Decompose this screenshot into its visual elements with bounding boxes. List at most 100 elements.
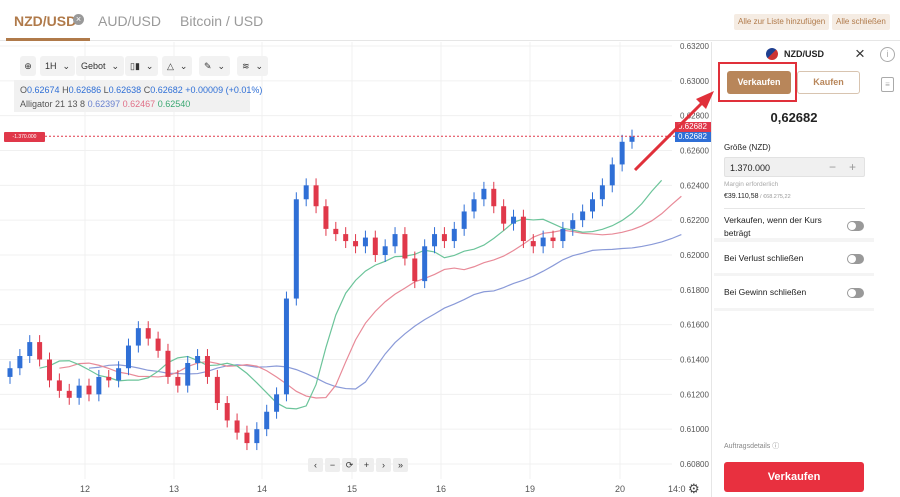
candle — [264, 411, 270, 430]
stop-loss-toggle[interactable] — [847, 254, 864, 264]
scroll-to-end-button[interactable]: » — [393, 458, 408, 472]
tab-nzd-usd[interactable]: NZD/USD — [14, 13, 77, 29]
candle — [560, 228, 566, 242]
limit-order-label: Verkaufen, wenn der Kurs beträgt — [724, 215, 822, 238]
news-icon[interactable]: ≡ — [881, 77, 894, 92]
candle — [56, 380, 62, 391]
x-tick-label: 13 — [169, 484, 179, 494]
panel-symbol: NZD/USD — [784, 49, 824, 59]
candle — [165, 350, 171, 377]
high-value: 0.62686 — [68, 85, 102, 95]
x-tick-label: 20 — [615, 484, 625, 494]
position-line-label[interactable]: -1.370.000 — [4, 132, 45, 142]
candle — [540, 237, 546, 247]
candle — [422, 246, 428, 282]
price-chart[interactable]: 0.63200 0.63000 0.62800 0.62600 0.62400 0.622… — [0, 42, 712, 497]
y-tick-label: 0.61000 — [680, 425, 709, 434]
y-tick-label: 0.62800 — [680, 112, 709, 121]
candle — [501, 206, 507, 224]
zoom-in-button[interactable]: + — [359, 458, 374, 472]
candle — [402, 234, 408, 259]
chart-canvas[interactable]: 0.63200 0.63000 0.62800 0.62600 0.62400 0.622… — [0, 42, 712, 497]
drawing-shapes-select[interactable]: △ ⌄ — [162, 56, 193, 76]
candle — [619, 141, 625, 165]
margin-value: €39.110,58 — [724, 193, 759, 200]
take-profit-toggle[interactable] — [847, 288, 864, 298]
take-profit-label: Bei Gewinn schließen — [724, 287, 807, 297]
candle — [244, 432, 250, 444]
chevron-down-icon: ⌄ — [111, 60, 120, 71]
highlight-box — [718, 62, 797, 102]
candle — [580, 211, 586, 221]
pencil-tool-select[interactable]: ✎ ⌄ — [199, 56, 231, 76]
chart-type-select[interactable]: ▯▮ ⌄ — [125, 56, 159, 76]
candle — [224, 403, 230, 421]
candle — [313, 185, 319, 207]
x-tick-label: 15 — [347, 484, 357, 494]
take-profit-section: Bei Gewinn schließen — [714, 276, 874, 308]
margin-total: / €68.275,22 — [758, 194, 791, 200]
order-details-link[interactable]: Auftragsdetails ⓘ — [724, 441, 779, 451]
tab-bitcoin-usd[interactable]: Bitcoin / USD — [180, 13, 264, 29]
current-price: 0,62682 — [770, 110, 818, 125]
chart-settings-gear-icon[interactable]: ⚙ — [688, 481, 700, 496]
chevron-down-icon: ⌄ — [217, 60, 226, 71]
price-type-select[interactable]: Gebot ⌄ — [76, 56, 125, 76]
alligator-label: Alligator 21 13 8 — [20, 99, 86, 109]
close-label: C — [143, 85, 151, 95]
candle — [195, 356, 201, 363]
candle — [125, 345, 131, 369]
candle — [599, 185, 605, 200]
size-input[interactable]: 1.370.000 − + — [724, 157, 865, 177]
y-tick-label: 0.62000 — [680, 251, 709, 260]
alligator-teeth-value: 0.62467 — [122, 99, 156, 109]
candle — [412, 258, 418, 282]
candle — [106, 376, 112, 381]
y-tick-label: 0.61800 — [680, 286, 709, 295]
add-all-to-list-button[interactable]: Alle zur Liste hinzufügen — [734, 14, 830, 30]
x-tick-label: 14 — [257, 484, 267, 494]
close-tab-icon[interactable]: × — [73, 14, 84, 25]
x-tick-label: 12 — [80, 484, 90, 494]
reset-zoom-button[interactable]: ⟳ — [342, 458, 357, 472]
scroll-right-button[interactable]: › — [376, 458, 391, 472]
zoom-out-button[interactable]: − — [325, 458, 340, 472]
candle — [461, 211, 467, 229]
candle — [145, 328, 151, 339]
ask-price-tag: 0.62682 — [675, 122, 711, 132]
increase-size-button[interactable]: + — [849, 160, 857, 174]
side-icon-bar: i ≡ — [875, 42, 900, 497]
candle — [204, 356, 210, 377]
candle — [7, 368, 13, 377]
alligator-lips-line — [39, 179, 663, 410]
scroll-left-button[interactable]: ‹ — [308, 458, 323, 472]
plus-circle-icon: ⊕ — [24, 60, 32, 71]
y-tick-label: 0.62200 — [680, 216, 709, 225]
y-tick-label: 0.61200 — [680, 390, 709, 399]
close-all-button[interactable]: Alle schließen — [832, 14, 890, 30]
layers-select[interactable]: ≋ ⌄ — [237, 56, 269, 76]
x-tick-label: 16 — [436, 484, 446, 494]
order-footer: Auftragsdetails ⓘ Verkaufen — [714, 311, 874, 497]
size-value: 1.370.000 — [730, 163, 771, 173]
candle — [609, 164, 615, 186]
candle — [382, 246, 388, 255]
decrease-size-button[interactable]: − — [829, 160, 837, 174]
candle — [432, 234, 438, 247]
candle — [17, 356, 23, 369]
buy-tab-button[interactable]: Kaufen — [797, 71, 860, 94]
limit-order-toggle[interactable] — [847, 221, 864, 231]
info-icon[interactable]: i — [880, 47, 895, 62]
y-tick-label: 0.61400 — [680, 356, 709, 365]
candle — [520, 216, 526, 242]
change-value: +0.00009 (+0.01%) — [185, 85, 263, 95]
add-indicator-button[interactable]: ⊕ — [20, 56, 36, 76]
sell-tab-button[interactable]: Verkaufen — [727, 71, 791, 94]
open-label: O — [20, 85, 28, 95]
interval-select[interactable]: 1H ⌄ — [40, 56, 76, 76]
candle — [283, 298, 289, 395]
stop-loss-section: Bei Verlust schließen — [714, 242, 874, 273]
submit-sell-button[interactable]: Verkaufen — [724, 462, 864, 492]
close-panel-icon[interactable]: × — [855, 44, 865, 63]
tab-aud-usd[interactable]: AUD/USD — [98, 13, 162, 29]
